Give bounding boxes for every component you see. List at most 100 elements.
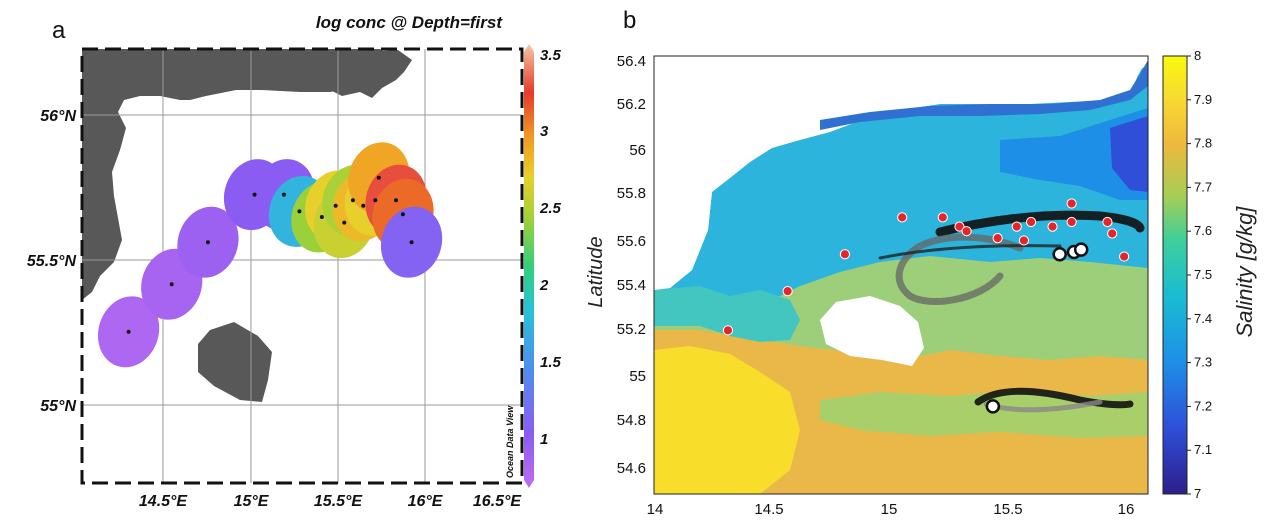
panel-a-land [82,49,412,402]
station-point [954,221,965,232]
station-point [1107,228,1118,239]
sample-point [373,198,378,203]
station-point [1018,235,1030,246]
panel-b-station-points [722,198,1130,336]
station-point [897,212,908,223]
panel-a-cbar-tick: 2.5 [539,200,562,217]
panel-a-colorbar-bar [524,44,534,488]
sample-point [400,212,405,217]
panel-b-cbar-tick: 8 [1194,48,1201,63]
panel-b-ytick: 55.2 [617,321,646,338]
panel-b-ylabel: Latitude [585,236,607,307]
station-point [1025,216,1037,228]
station-point [937,212,948,223]
panel-b-xtick: 14.5 [754,501,783,518]
sample-point [252,192,257,197]
sample-point [333,203,338,208]
panel-b-colorbar: 7 7.1 7.2 7.3 7.4 7.5 7.6 7.7 7.8 7.9 8 Salinity [… [1162,48,1257,501]
salinity-yellow-corner [654,346,800,494]
panel-b-salinity-field [654,56,1148,494]
salinity-green-mid [820,390,1148,438]
panel-a-gridlines [82,49,522,483]
release-point [1052,247,1067,262]
salinity-west-cyan [654,286,800,342]
ocean-data-view-watermark: Ocean Data View [505,405,515,478]
station-point [839,249,851,260]
station-point [722,325,734,336]
panel-b-xtick: 16 [1118,501,1135,518]
panel-b-ytick: 56 [629,142,646,159]
panel-a-ytick: 56°N [40,108,76,125]
panel-b-colorbar-bar [1162,55,1188,495]
station-point [1119,251,1130,262]
sample-point [126,329,131,334]
station-point [992,233,1003,244]
panel-b-cbar-tick: 7.6 [1194,223,1212,238]
station-point [1102,216,1113,228]
sample-point [350,198,355,203]
panel-a-cbar-tick: 3.5 [540,47,562,64]
sample-point [342,220,347,225]
panel-b-ytick: 55.6 [617,233,646,250]
panel-b-cbar-tick: 7 [1194,486,1201,501]
panel-b-frame [653,55,1149,495]
panel-b-ytick: 54.6 [617,460,646,477]
panel-b-ytick: 54.8 [617,412,646,429]
station-point [961,226,972,237]
panel-b-ytick: 55 [629,368,646,385]
particle-track-north-curl [895,233,1024,305]
panel-a-xtick: 16.5°E [473,493,523,510]
sample-point [319,215,324,219]
panel-b-ytick: 55.8 [617,185,646,202]
panel-a-title: log conc @ Depth=first [316,13,503,32]
panel-a-colorbar: 3.5 3 2.5 2 1.5 1 [524,44,562,488]
sample-point [205,240,210,245]
salinity-deep-blue [1110,116,1148,192]
sample-point [281,192,286,197]
particle-track-south [974,387,1134,409]
panel-a-cbar-tick: 1.5 [540,354,562,371]
panel-a-y-ticks: 56°N 55.5°N 55°N [27,108,77,415]
panel-b-xtick: 15 [881,501,898,518]
panel-b-x-ticks: 14 14.5 15 15.5 16 [647,501,1135,518]
panel-b-cbar-tick: 7.4 [1194,311,1212,326]
sample-point [376,175,381,180]
panel-b-ytick: 55.4 [617,277,646,294]
panel-b-cbar-tick: 7.2 [1194,398,1212,413]
release-point [985,399,1001,414]
panel-a-letter: a [52,17,66,44]
panel-a-cbar-tick: 3 [540,123,549,140]
panel-b-ytick: 56.2 [617,96,646,113]
salinity-northern-fringe [820,60,1148,130]
panel-b-colorbar-ticks: 7 7.1 7.2 7.3 7.4 7.5 7.6 7.7 7.8 7.9 8 [1187,48,1212,501]
panel-b-cbar-tick: 7.8 [1194,136,1212,151]
sample-point [297,209,302,214]
release-point [1073,242,1089,257]
panel-b-colorbar-label: Salinity [g/kg] [1232,206,1257,338]
station-point [1011,221,1022,232]
panel-b-xtick: 14 [647,501,664,518]
particle-track-north-tail [878,244,1062,260]
panel-a-xtick: 15°E [234,493,270,510]
panel-b-y-ticks: 56.4 56.2 56 55.8 55.6 55.4 55.2 55 54.8… [617,53,646,477]
panel-a-frame [80,47,524,485]
panel-a-sample-points [126,175,414,334]
sample-point [394,198,399,203]
panel-a-xtick: 14.5°E [139,493,189,510]
panel-a-ytick: 55.5°N [27,253,77,270]
panel-a-ytick: 55°N [40,398,76,415]
land-sweden-east [300,50,412,98]
panel-b-xtick: 15.5 [993,501,1022,518]
panel-a-cbar-tick: 1 [540,431,548,448]
panel-a-colorbar-ticks: 3.5 3 2.5 2 1.5 1 [539,47,562,448]
sample-point [409,240,414,245]
land-bornholm-mask [820,296,924,366]
panel-b-cbar-tick: 7.7 [1194,179,1212,194]
land-north-mask [654,56,1148,290]
panel-a-xtick: 16°E [408,493,444,510]
panel-b-cbar-tick: 7.3 [1194,355,1212,370]
panel-b-cbar-tick: 7.5 [1194,267,1212,282]
particle-track-north-main [935,210,1145,237]
sample-point [169,282,174,287]
